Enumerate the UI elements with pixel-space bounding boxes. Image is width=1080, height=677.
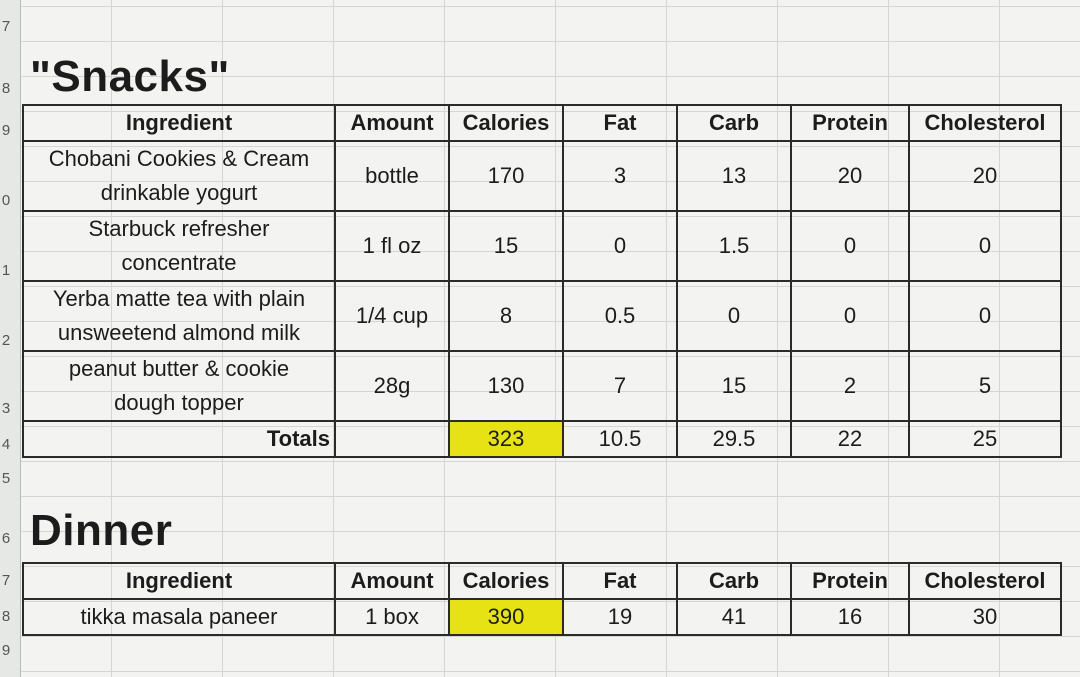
totals-fat-cell[interactable]: 10.5 — [562, 420, 678, 458]
carb-cell[interactable]: 41 — [676, 598, 792, 636]
table-row: peanut butter & cookie dough topper 28g 1… — [22, 350, 1062, 422]
row-number-column: 7 8 9 0 1 2 3 4 5 6 7 8 9 — [0, 0, 21, 677]
table-row: Starbuck refresher concentrate 1 fl oz 15… — [22, 210, 1062, 282]
calories-cell[interactable]: 170 — [448, 140, 564, 212]
fat-cell[interactable]: 3 — [562, 140, 678, 212]
amount-cell[interactable]: 1 fl oz — [334, 210, 450, 282]
protein-cell[interactable]: 16 — [790, 598, 910, 636]
protein-cell[interactable]: 20 — [790, 140, 910, 212]
header-ingredient[interactable]: Ingredient — [22, 562, 336, 600]
row-number[interactable]: 4 — [1, 436, 11, 453]
totals-protein-cell[interactable]: 22 — [790, 420, 910, 458]
totals-amount-cell[interactable] — [334, 420, 450, 458]
calories-cell[interactable]: 8 — [448, 280, 564, 352]
ingredient-line: Yerba matte tea with plain — [52, 286, 306, 311]
ingredient-line: dough topper — [114, 390, 244, 415]
ingredient-cell[interactable]: Yerba matte tea with plain unsweetend alm… — [22, 280, 336, 352]
table-row: Yerba matte tea with plain unsweetend alm… — [22, 280, 1062, 352]
header-row: Ingredient Amount Calories Fat Carb Prot… — [22, 562, 1062, 600]
cholesterol-cell[interactable]: 0 — [908, 210, 1062, 282]
row-number[interactable]: 5 — [1, 470, 11, 487]
ingredient-line: Starbuck refresher — [88, 216, 270, 241]
dinner-heading[interactable]: Dinner — [30, 506, 173, 555]
calories-cell[interactable]: 390 — [448, 598, 564, 636]
ingredient-cell[interactable]: Starbuck refresher concentrate — [22, 210, 336, 282]
header-ingredient[interactable]: Ingredient — [22, 104, 336, 142]
row-number[interactable]: 7 — [1, 572, 11, 589]
header-fat[interactable]: Fat — [562, 562, 678, 600]
row-number[interactable]: 8 — [1, 608, 11, 625]
row-number[interactable]: 9 — [1, 642, 11, 659]
ingredient-cell[interactable]: tikka masala paneer — [22, 598, 336, 636]
fat-cell[interactable]: 0 — [562, 210, 678, 282]
table-row: Chobani Cookies & Cream drinkable yogurt … — [22, 140, 1062, 212]
header-cholesterol[interactable]: Cholesterol — [908, 104, 1062, 142]
calories-cell[interactable]: 15 — [448, 210, 564, 282]
protein-cell[interactable]: 2 — [790, 350, 910, 422]
row-number[interactable]: 3 — [1, 400, 11, 417]
ingredient-cell[interactable]: Chobani Cookies & Cream drinkable yogurt — [22, 140, 336, 212]
fat-cell[interactable]: 0.5 — [562, 280, 678, 352]
header-calories[interactable]: Calories — [448, 104, 564, 142]
totals-row: Totals 323 10.5 29.5 22 25 — [22, 420, 1062, 458]
ingredient-line: peanut butter & cookie — [68, 356, 290, 381]
header-cholesterol[interactable]: Cholesterol — [908, 562, 1062, 600]
protein-cell[interactable]: 0 — [790, 210, 910, 282]
header-protein[interactable]: Protein — [790, 104, 910, 142]
amount-cell[interactable]: 1/4 cup — [334, 280, 450, 352]
cholesterol-cell[interactable]: 30 — [908, 598, 1062, 636]
totals-label[interactable]: Totals — [22, 420, 336, 458]
header-calories[interactable]: Calories — [448, 562, 564, 600]
cholesterol-cell[interactable]: 20 — [908, 140, 1062, 212]
snacks-heading[interactable]: "Snacks" — [30, 52, 230, 101]
header-protein[interactable]: Protein — [790, 562, 910, 600]
protein-cell[interactable]: 0 — [790, 280, 910, 352]
ingredient-line: drinkable yogurt — [100, 180, 258, 205]
dinner-table: Ingredient Amount Calories Fat Carb Prot… — [22, 562, 1062, 636]
ingredient-line: Chobani Cookies & Cream — [48, 146, 310, 171]
header-carb[interactable]: Carb — [676, 562, 792, 600]
header-amount[interactable]: Amount — [334, 104, 450, 142]
row-number[interactable]: 2 — [1, 332, 11, 349]
calories-cell[interactable]: 130 — [448, 350, 564, 422]
row-number[interactable]: 6 — [1, 530, 11, 547]
cholesterol-cell[interactable]: 5 — [908, 350, 1062, 422]
amount-cell[interactable]: bottle — [334, 140, 450, 212]
ingredient-cell[interactable]: peanut butter & cookie dough topper — [22, 350, 336, 422]
row-number[interactable]: 8 — [1, 80, 11, 97]
carb-cell[interactable]: 15 — [676, 350, 792, 422]
totals-cholesterol-cell[interactable]: 25 — [908, 420, 1062, 458]
carb-cell[interactable]: 1.5 — [676, 210, 792, 282]
carb-cell[interactable]: 13 — [676, 140, 792, 212]
amount-cell[interactable]: 1 box — [334, 598, 450, 636]
cholesterol-cell[interactable]: 0 — [908, 280, 1062, 352]
header-carb[interactable]: Carb — [676, 104, 792, 142]
totals-carb-cell[interactable]: 29.5 — [676, 420, 792, 458]
fat-cell[interactable]: 7 — [562, 350, 678, 422]
row-number[interactable]: 7 — [1, 18, 11, 35]
ingredient-line: concentrate — [121, 250, 237, 275]
table-row: tikka masala paneer 1 box 390 19 41 16 3… — [22, 598, 1062, 636]
carb-cell[interactable]: 0 — [676, 280, 792, 352]
row-number[interactable]: 1 — [1, 262, 11, 279]
row-number[interactable]: 9 — [1, 122, 11, 139]
header-amount[interactable]: Amount — [334, 562, 450, 600]
row-number[interactable]: 0 — [1, 192, 11, 209]
header-fat[interactable]: Fat — [562, 104, 678, 142]
ingredient-line: unsweetend almond milk — [57, 320, 301, 345]
totals-calories-cell[interactable]: 323 — [448, 420, 564, 458]
fat-cell[interactable]: 19 — [562, 598, 678, 636]
amount-cell[interactable]: 28g — [334, 350, 450, 422]
snacks-table: Ingredient Amount Calories Fat Carb Prot… — [22, 104, 1062, 458]
header-row: Ingredient Amount Calories Fat Carb Prot… — [22, 104, 1062, 142]
